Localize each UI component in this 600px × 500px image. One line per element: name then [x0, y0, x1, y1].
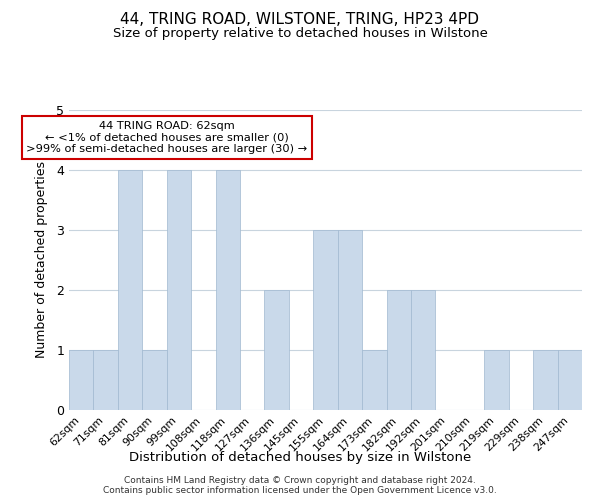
Y-axis label: Number of detached properties: Number of detached properties: [35, 162, 48, 358]
Text: Contains public sector information licensed under the Open Government Licence v3: Contains public sector information licen…: [103, 486, 497, 495]
Bar: [69, 350, 94, 410]
Bar: [411, 290, 436, 410]
Text: Size of property relative to detached houses in Wilstone: Size of property relative to detached ho…: [113, 28, 487, 40]
Text: 44 TRING ROAD: 62sqm
← <1% of detached houses are smaller (0)
>99% of semi-detac: 44 TRING ROAD: 62sqm ← <1% of detached h…: [26, 121, 307, 154]
Bar: [167, 170, 191, 410]
Bar: [94, 350, 118, 410]
Bar: [118, 170, 142, 410]
Bar: [338, 230, 362, 410]
Text: Distribution of detached houses by size in Wilstone: Distribution of detached houses by size …: [129, 451, 471, 464]
Text: 44, TRING ROAD, WILSTONE, TRING, HP23 4PD: 44, TRING ROAD, WILSTONE, TRING, HP23 4P…: [121, 12, 479, 28]
Bar: [265, 290, 289, 410]
Bar: [313, 230, 338, 410]
Bar: [557, 350, 582, 410]
Bar: [533, 350, 557, 410]
Bar: [362, 350, 386, 410]
Bar: [484, 350, 509, 410]
Text: Contains HM Land Registry data © Crown copyright and database right 2024.: Contains HM Land Registry data © Crown c…: [124, 476, 476, 485]
Bar: [215, 170, 240, 410]
Bar: [142, 350, 167, 410]
Bar: [386, 290, 411, 410]
